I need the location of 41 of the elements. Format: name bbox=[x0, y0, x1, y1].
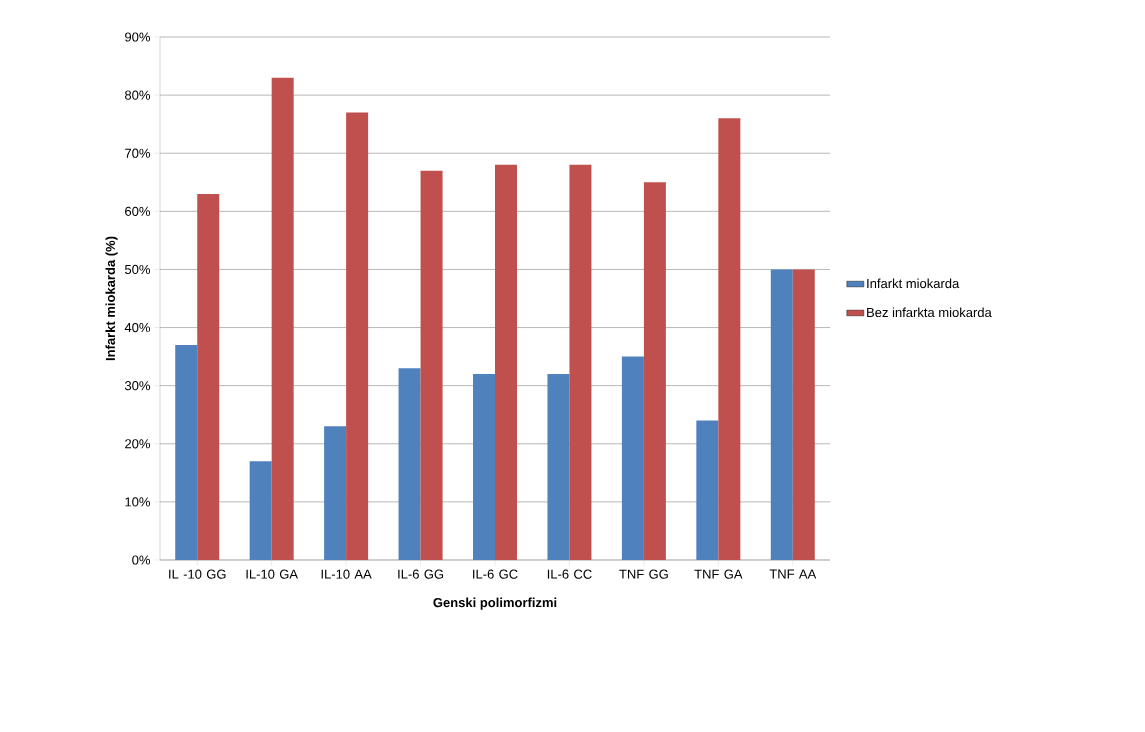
y-tick-label: 40% bbox=[124, 322, 151, 333]
y-axis-title: Infarkt miokarda (%) bbox=[105, 236, 118, 361]
x-tick-label: IL -10 GG bbox=[169, 569, 226, 579]
x-tick-label: IL-6 CC bbox=[547, 569, 592, 579]
bar bbox=[621, 356, 644, 560]
bar bbox=[770, 269, 793, 560]
x-tick-label: IL-10 GA bbox=[246, 569, 299, 579]
bar bbox=[643, 182, 666, 560]
bar bbox=[346, 112, 369, 560]
bar bbox=[495, 164, 517, 560]
x-tick-label: TNF GG bbox=[619, 569, 668, 579]
bar bbox=[324, 426, 347, 560]
y-tick-label: 70% bbox=[125, 148, 151, 158]
bar bbox=[569, 164, 592, 560]
y-tick-label: 30% bbox=[124, 381, 151, 391]
bar bbox=[249, 461, 272, 560]
legend-label: Infarkt miokarda bbox=[867, 278, 960, 289]
y-tick-label: 50% bbox=[124, 264, 151, 275]
y-tick-label: 10% bbox=[125, 497, 151, 507]
bar bbox=[473, 374, 495, 560]
bar bbox=[792, 269, 815, 560]
x-tick-label: IL-10 AA bbox=[321, 569, 372, 579]
bar bbox=[547, 374, 570, 560]
bar bbox=[271, 77, 294, 560]
x-tick-label: TNF AA bbox=[769, 569, 817, 579]
bar bbox=[175, 344, 198, 560]
bar bbox=[197, 193, 220, 560]
y-tick-label: 90% bbox=[125, 32, 151, 42]
y-tick-label: 80% bbox=[125, 90, 151, 100]
bar bbox=[398, 368, 421, 560]
x-tick-label: TNF GA bbox=[694, 569, 743, 579]
legend-label: Bez infarkta miokarda bbox=[867, 307, 992, 318]
y-tick-label: 0% bbox=[132, 555, 151, 565]
y-tick-label: 60% bbox=[125, 206, 151, 216]
bar bbox=[718, 118, 741, 560]
bar bbox=[696, 420, 719, 560]
x-tick-label: IL-6 GG bbox=[398, 569, 444, 579]
bar bbox=[420, 170, 443, 560]
y-tick-label: 20% bbox=[125, 439, 151, 449]
x-axis-title: Genski polimorfizmi bbox=[433, 597, 557, 610]
x-tick-label: IL-6 GC bbox=[473, 569, 518, 579]
